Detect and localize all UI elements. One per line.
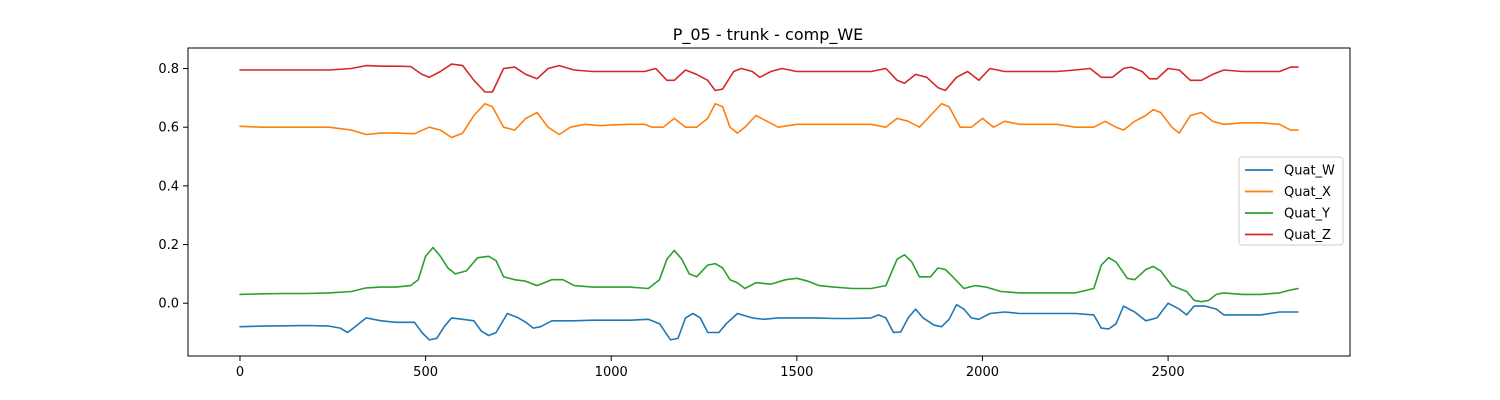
plot-area-frame [187, 47, 1351, 357]
chart-title: P_05 - trunk - comp_WE [673, 25, 864, 45]
y-axis: 0.0 0.2 0.4 0.6 0.8 [158, 62, 188, 312]
x-tick-label: 500 [413, 365, 438, 380]
series-lines [239, 63, 1299, 341]
x-tick-label: 1500 [780, 365, 813, 380]
legend-label: Quat_W [1284, 164, 1335, 179]
y-tick-label: 0.6 [158, 121, 179, 136]
x-tick-label: 2000 [966, 365, 999, 380]
y-tick-label: 0.2 [158, 238, 179, 253]
legend-box [1238, 156, 1344, 246]
series-line-quat-y [239, 246, 1299, 303]
series-line-quat-x [239, 102, 1299, 139]
y-tick-label: 0.0 [158, 297, 179, 312]
x-axis: 0 500 1000 1500 2000 2500 [236, 356, 1185, 380]
y-tick-label: 0.8 [158, 62, 179, 77]
series-line-quat-z [239, 63, 1299, 93]
legend-label: Quat_Y [1284, 207, 1330, 222]
legend-label: Quat_Z [1284, 228, 1331, 243]
y-tick-label: 0.4 [158, 179, 179, 194]
x-tick-label: 1000 [595, 365, 628, 380]
x-tick-label: 2500 [1152, 365, 1185, 380]
legend: Quat_W Quat_X Quat_Y Quat_Z [1238, 156, 1344, 246]
legend-label: Quat_X [1284, 185, 1331, 200]
x-tick-label: 0 [236, 365, 244, 380]
series-line-quat-w [239, 302, 1299, 341]
